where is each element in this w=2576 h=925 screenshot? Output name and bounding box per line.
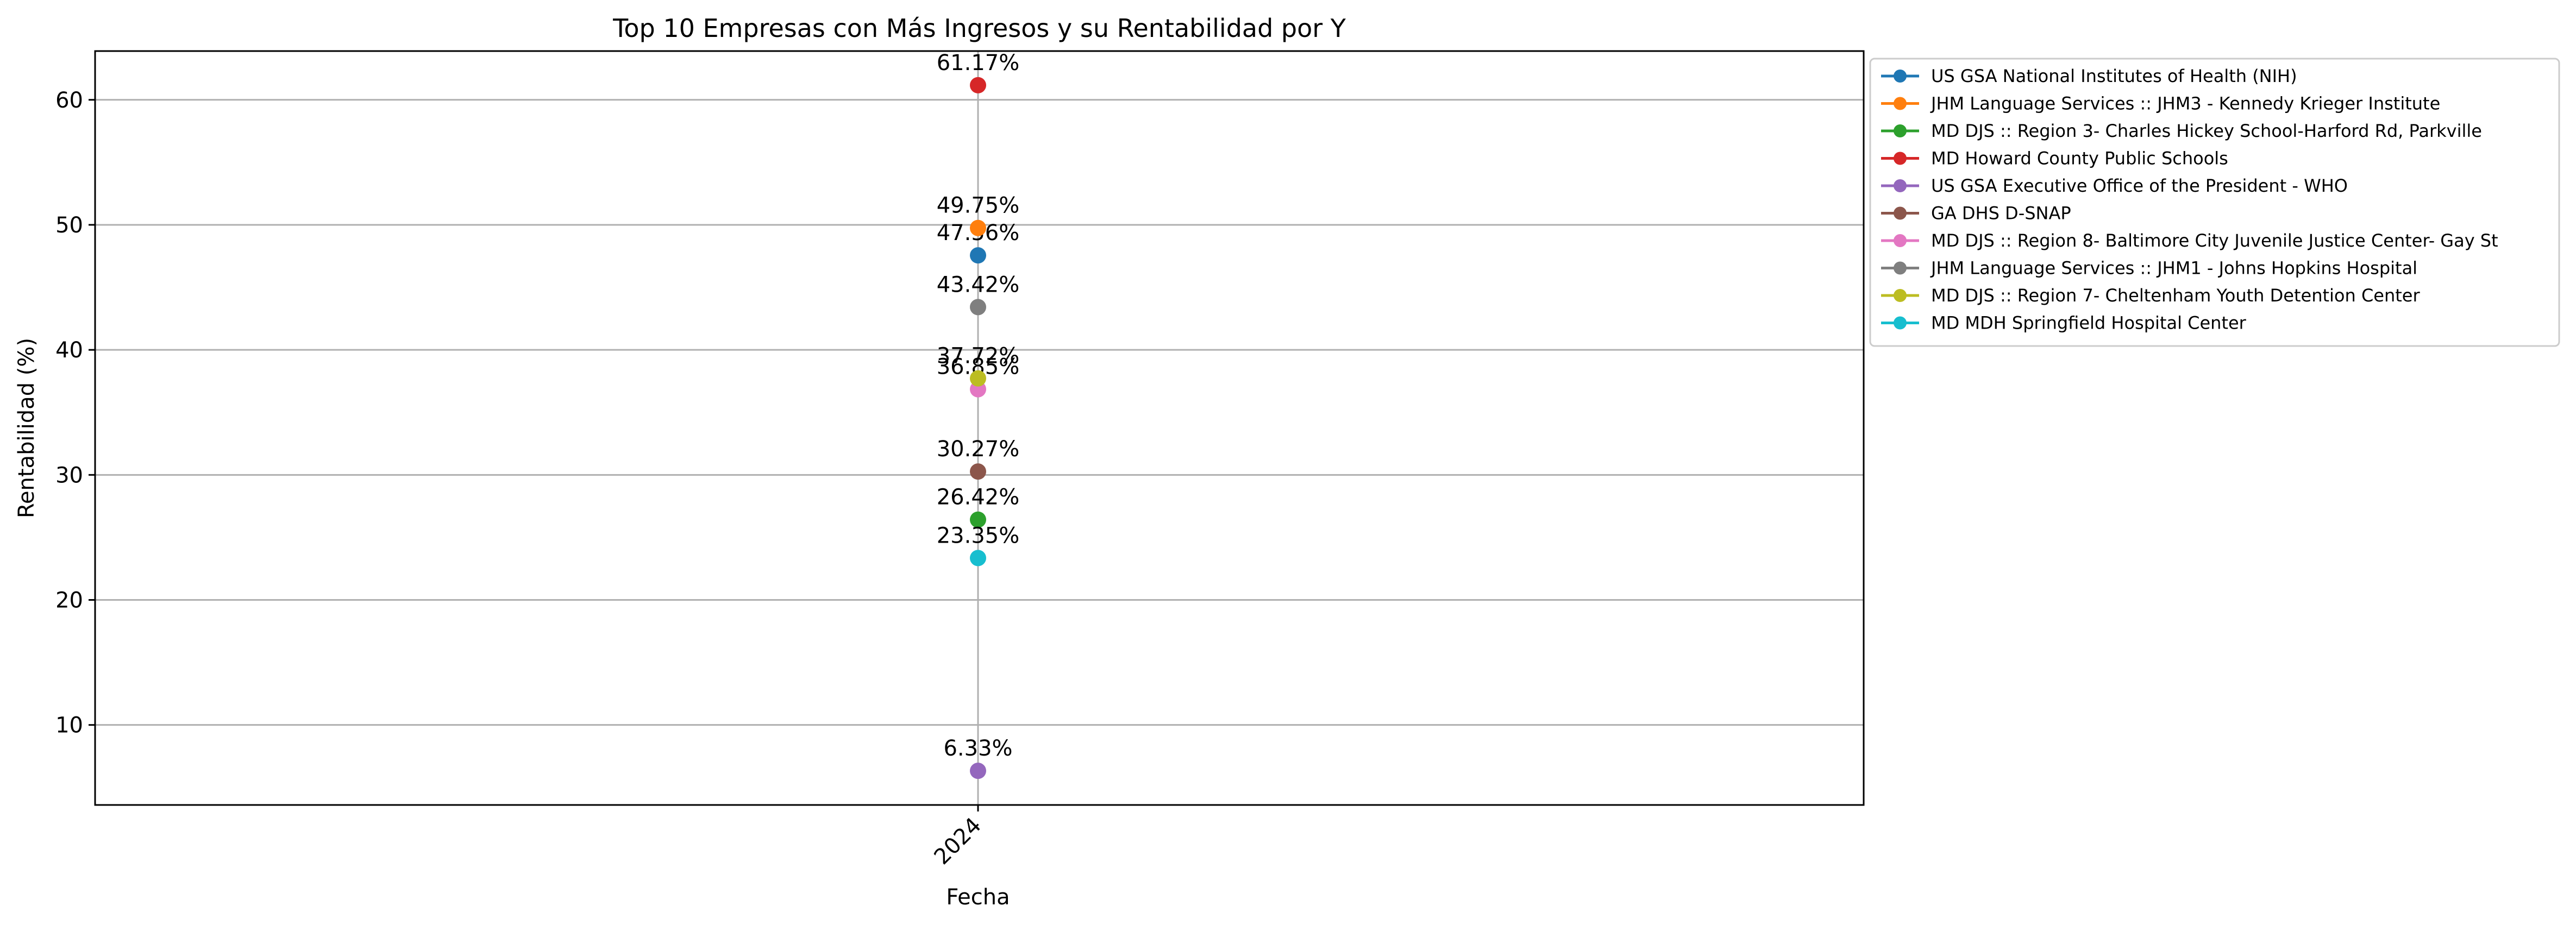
legend-marker bbox=[1894, 261, 1907, 275]
legend-entry: US GSA Executive Office of the President… bbox=[1931, 175, 2348, 196]
data-label: 6.33% bbox=[943, 736, 1012, 761]
data-label: 49.75% bbox=[937, 193, 1020, 218]
data-point bbox=[970, 511, 986, 528]
y-tick-label: 40 bbox=[55, 338, 83, 363]
legend-entry: US GSA National Institutes of Health (NI… bbox=[1931, 66, 2297, 86]
legend-entry: MD Howard County Public Schools bbox=[1931, 148, 2228, 169]
legend-marker bbox=[1894, 316, 1907, 330]
y-tick-label: 60 bbox=[55, 88, 83, 113]
y-tick-label: 10 bbox=[55, 713, 83, 738]
legend-box bbox=[1869, 58, 2560, 347]
plot-frame bbox=[94, 50, 1865, 806]
legend-marker bbox=[1894, 70, 1907, 83]
legend-marker bbox=[1894, 234, 1907, 247]
y-axis-label: Rentabilidad (%) bbox=[14, 338, 39, 518]
legend-marker bbox=[1894, 289, 1907, 302]
plot-data: 47.56%49.75%26.42%61.17%6.33%30.27%36.85… bbox=[937, 51, 1020, 779]
legend-entry: MD DJS :: Region 8- Baltimore City Juven… bbox=[1931, 230, 2498, 251]
legend: US GSA National Institutes of Health (NI… bbox=[1869, 58, 2560, 347]
legend-entry: JHM Language Services :: JHM1 - Johns Ho… bbox=[1930, 258, 2417, 279]
data-point bbox=[970, 550, 986, 567]
y-tick-label: 50 bbox=[55, 213, 83, 238]
legend-entry: GA DHS D-SNAP bbox=[1931, 203, 2071, 224]
y-tick-label: 30 bbox=[55, 463, 83, 488]
data-label: 37.72% bbox=[937, 344, 1020, 369]
legend-entry: MD DJS :: Region 3- Charles Hickey Schoo… bbox=[1931, 121, 2482, 141]
legend-marker bbox=[1894, 152, 1907, 165]
data-point bbox=[970, 77, 986, 93]
data-label: 30.27% bbox=[937, 437, 1020, 462]
y-tick-label: 20 bbox=[55, 588, 83, 613]
data-point bbox=[970, 463, 986, 480]
data-label: 23.35% bbox=[937, 523, 1020, 548]
data-point bbox=[970, 219, 986, 236]
data-label: 43.42% bbox=[937, 272, 1020, 297]
data-point bbox=[970, 299, 986, 316]
data-point bbox=[970, 370, 986, 387]
legend-entry: MD MDH Springfield Hospital Center bbox=[1931, 313, 2247, 333]
legend-entry: JHM Language Services :: JHM3 - Kennedy … bbox=[1930, 93, 2440, 114]
data-point bbox=[970, 247, 986, 264]
legend-entry: MD DJS :: Region 7- Cheltenham Youth Det… bbox=[1931, 285, 2420, 306]
legend-marker bbox=[1894, 97, 1907, 110]
data-label: 26.42% bbox=[937, 485, 1020, 510]
chart-title: Top 10 Empresas con Más Ingresos y su Re… bbox=[612, 14, 1346, 43]
legend-marker bbox=[1894, 179, 1907, 192]
data-point bbox=[970, 763, 986, 779]
legend-marker bbox=[1894, 124, 1907, 137]
x-axis-label: Fecha bbox=[946, 885, 1010, 910]
legend-marker bbox=[1894, 206, 1907, 220]
data-label: 61.17% bbox=[937, 51, 1020, 75]
